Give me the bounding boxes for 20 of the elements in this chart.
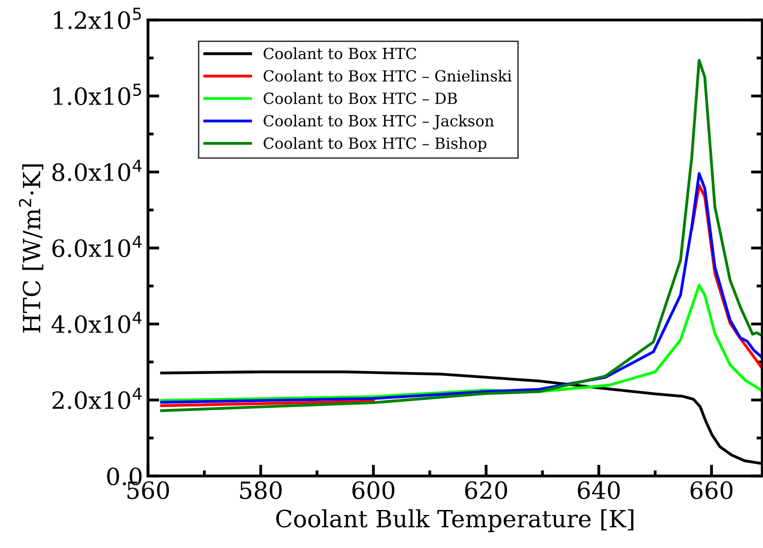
y-tick-label: 6.0x10$^{4}$ xyxy=(52,236,142,258)
x-tick-label: 600 xyxy=(352,481,394,500)
y-tick-label: 4.0x10$^{4}$ xyxy=(52,312,142,334)
x-tick-label: 640 xyxy=(578,481,620,500)
y-tick-label: 1.2x10$^{5}$ xyxy=(54,8,141,30)
line-series xyxy=(160,284,762,402)
x-tick-label: 580 xyxy=(240,481,282,500)
y-axis-title: HTC [W/m$^{2}$·K] xyxy=(18,164,44,333)
legend-label: Coolant to Box HTC xyxy=(264,47,416,60)
x-axis-title: Coolant Bulk Temperature [K] xyxy=(276,509,634,532)
y-tick-label: 2.0x10$^{4}$ xyxy=(52,388,142,410)
y-tick-label: 1.0x10$^{5}$ xyxy=(54,84,142,106)
y-tick-label: 8.0x10$^{4}$ xyxy=(52,160,142,182)
legend-label: Coolant to Box HTC – Gnielinski xyxy=(264,70,512,82)
legend-label: Coolant to Box HTC – DB xyxy=(264,92,457,104)
legend-label: Coolant to Box HTC – Bishop xyxy=(264,137,486,152)
legend-label: Coolant to Box HTC – Jackson xyxy=(264,114,494,130)
line-series xyxy=(160,58,762,412)
x-tick-label: 620 xyxy=(465,481,508,500)
x-tick-label: 660 xyxy=(690,481,732,500)
